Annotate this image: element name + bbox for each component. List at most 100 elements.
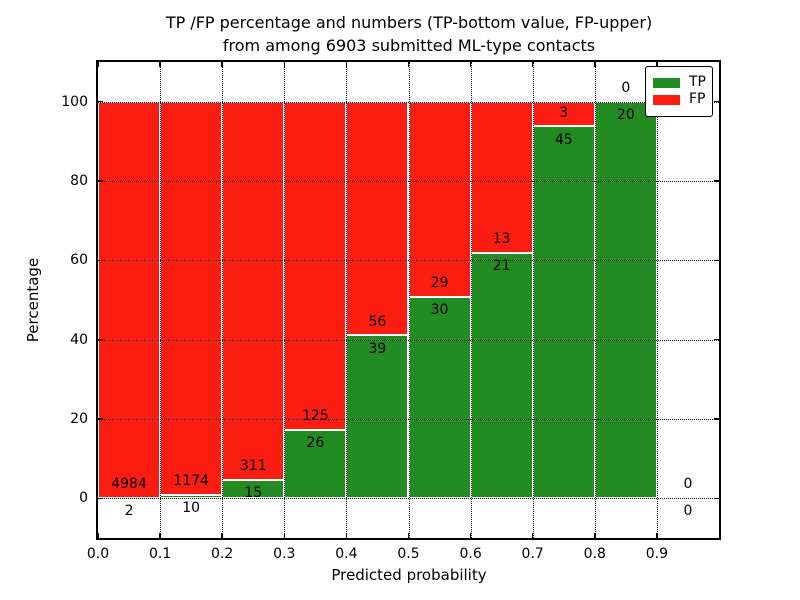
x-tick-mark bbox=[594, 533, 596, 538]
v-gridline bbox=[532, 62, 534, 538]
fp-count-label: 311 bbox=[239, 458, 267, 475]
fp-count-label: 56 bbox=[368, 313, 387, 330]
y-axis-label: Percentage bbox=[24, 257, 42, 343]
y-tick-label: 100 bbox=[61, 93, 88, 110]
bar-segment-fp bbox=[98, 101, 161, 499]
x-tick-mark bbox=[159, 533, 161, 538]
x-tick-mark bbox=[656, 533, 658, 538]
v-gridline bbox=[222, 62, 224, 538]
x-axis-label: Predicted probability bbox=[331, 566, 487, 584]
x-tick-mark bbox=[407, 533, 410, 538]
x-tick-label: 0.5 bbox=[397, 546, 420, 562]
v-gridline bbox=[160, 62, 162, 538]
legend-row-fp: FP bbox=[653, 91, 706, 108]
tp-color-swatch-icon bbox=[653, 77, 680, 88]
tp-count-label: 30 bbox=[430, 301, 449, 318]
x-tick-mark-top bbox=[283, 62, 286, 67]
bar-segment-fp bbox=[532, 101, 595, 127]
y-tick-mark bbox=[98, 259, 103, 262]
x-tick-mark bbox=[221, 533, 223, 538]
x-tick-mark bbox=[283, 533, 286, 538]
bar-segment-fp bbox=[160, 101, 223, 495]
v-gridline bbox=[346, 62, 348, 538]
tp-count-label: 26 bbox=[306, 435, 325, 452]
legend-row-tp: TP bbox=[653, 74, 706, 90]
y-tick-mark-right bbox=[714, 100, 719, 103]
bar-segment-tp bbox=[594, 101, 657, 499]
x-tick-mark-top bbox=[407, 62, 410, 67]
fp-count-label: 3 bbox=[559, 104, 569, 121]
fp-count-label: 13 bbox=[492, 231, 511, 248]
y-tick-mark bbox=[98, 418, 103, 420]
bar-segment-fp bbox=[284, 101, 347, 431]
x-tick-mark-top bbox=[656, 62, 658, 67]
fp-count-label: 0 bbox=[621, 79, 631, 96]
x-tick-mark bbox=[531, 533, 534, 538]
x-tick-label: 0.2 bbox=[211, 546, 234, 562]
fp-count-label: 1174 bbox=[173, 473, 209, 490]
x-tick-mark-top bbox=[159, 62, 161, 67]
x-tick-mark-top bbox=[221, 62, 223, 67]
x-tick-label: 0.8 bbox=[583, 546, 606, 562]
y-tick-mark-right bbox=[714, 418, 719, 420]
x-tick-mark bbox=[345, 533, 348, 538]
x-tick-mark bbox=[469, 533, 472, 538]
legend-label-fp: FP bbox=[689, 91, 706, 108]
x-tick-mark-top bbox=[531, 62, 534, 67]
y-tick-mark-right bbox=[714, 497, 719, 500]
bar-segment-fp bbox=[408, 101, 471, 297]
x-tick-label: 0.3 bbox=[273, 546, 296, 562]
x-tick-mark-top bbox=[97, 62, 99, 67]
chart-title-line-1: TP /FP percentage and numbers (TP-bottom… bbox=[165, 13, 653, 32]
y-tick-label: 0 bbox=[79, 490, 88, 507]
tp-count-label: 15 bbox=[244, 485, 263, 502]
bar-segment-tp bbox=[408, 296, 471, 499]
v-gridline bbox=[284, 62, 286, 538]
y-tick-mark bbox=[98, 338, 103, 341]
fp-count-label: 4984 bbox=[111, 476, 147, 493]
x-tick-label: 0.7 bbox=[521, 546, 544, 562]
fp-count-label: 125 bbox=[301, 408, 329, 425]
bar-segment-fp bbox=[346, 101, 409, 336]
legend-label-tp: TP bbox=[689, 74, 706, 90]
tp-count-label: 20 bbox=[616, 106, 635, 123]
y-tick-mark bbox=[98, 497, 103, 500]
y-tick-mark-right bbox=[714, 259, 719, 262]
tp-count-label: 45 bbox=[554, 131, 573, 148]
y-tick-mark bbox=[98, 180, 103, 182]
legend: TP FP bbox=[645, 66, 713, 117]
tp-count-label: 21 bbox=[492, 258, 511, 275]
chart-title-line-2: from among 6903 submitted ML-type contac… bbox=[222, 36, 596, 56]
v-gridline bbox=[656, 62, 658, 538]
v-gridline bbox=[408, 62, 410, 538]
y-tick-label: 60 bbox=[70, 252, 88, 269]
bar-segment-fp bbox=[222, 101, 285, 481]
y-tick-mark-right bbox=[714, 338, 719, 341]
tp-count-label: 2 bbox=[124, 503, 134, 520]
fp-color-swatch-icon bbox=[653, 95, 680, 106]
x-tick-mark-top bbox=[345, 62, 348, 67]
x-tick-label: 0.1 bbox=[148, 546, 172, 562]
x-tick-label: 0.6 bbox=[459, 546, 482, 562]
y-tick-mark bbox=[98, 100, 103, 103]
x-tick-label: 0.0 bbox=[86, 546, 110, 562]
y-tick-label: 80 bbox=[70, 173, 88, 189]
fp-count-label: 29 bbox=[430, 274, 449, 291]
fp-count-label: 0 bbox=[683, 476, 693, 493]
bar-segment-tp bbox=[284, 430, 347, 499]
chart-title: TP /FP percentage and numbers (TP-bottom… bbox=[98, 11, 720, 57]
tp-count-label: 39 bbox=[368, 340, 387, 357]
bar-segment-tp bbox=[470, 253, 533, 499]
y-tick-label: 20 bbox=[70, 411, 88, 427]
x-tick-label: 0.4 bbox=[335, 546, 358, 562]
tp-count-label: 0 bbox=[683, 503, 693, 520]
x-tick-mark-top bbox=[594, 62, 596, 67]
y-tick-label: 40 bbox=[70, 331, 88, 348]
bar-segment-tp bbox=[346, 335, 409, 499]
y-tick-mark-right bbox=[714, 180, 719, 182]
v-gridline bbox=[470, 62, 472, 538]
tp-count-label: 10 bbox=[182, 500, 201, 517]
bar-segment-fp bbox=[470, 101, 533, 254]
x-tick-mark bbox=[97, 533, 99, 538]
